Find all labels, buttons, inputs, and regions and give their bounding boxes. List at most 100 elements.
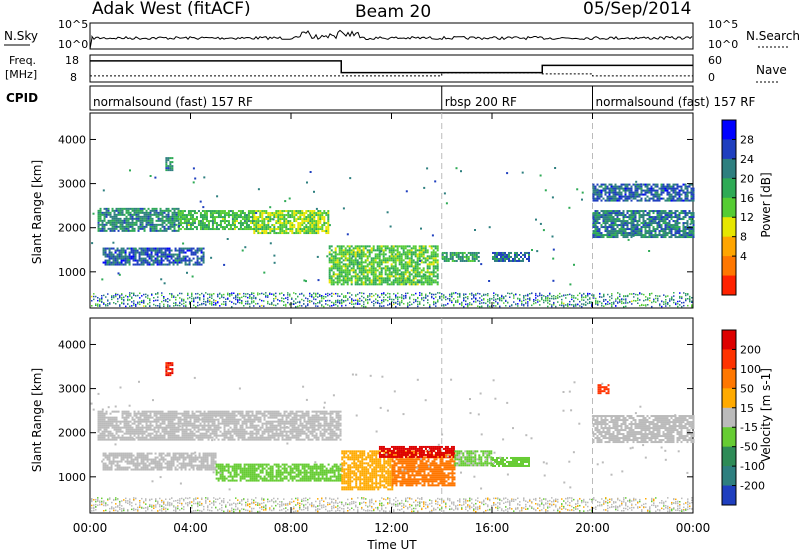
velocity-colorbar-frame: [721, 329, 737, 506]
y-tick-label: 1000: [58, 266, 86, 279]
velocity-colorbar-swatch: [722, 330, 736, 350]
power-colorbar-tick-label: 28: [740, 133, 754, 146]
power-colorbar-frame: [721, 119, 737, 296]
data-region: [597, 384, 610, 395]
velocity-colorbar-tick-label: -15: [740, 421, 758, 434]
freq-strip: Freq. [MHz] 18 8 60 0 Nave: [5, 54, 787, 84]
velocity-colorbar-tick-label: 100: [740, 363, 761, 376]
velocity-colorbar-swatch: [722, 388, 736, 409]
nsearch-label: N.Search: [746, 29, 800, 43]
power-colorbar-tick-label: 24: [740, 153, 754, 166]
data-region: [102, 452, 217, 471]
velocity-colorbar-label: Velocity [m s-1]: [759, 368, 773, 462]
power-colorbar-tick-label: 4: [740, 250, 747, 263]
data-region: [492, 251, 530, 262]
beam-title: Beam 20: [355, 2, 431, 22]
power-colorbar-swatch: [722, 217, 736, 238]
power-colorbar-swatch: [722, 236, 736, 257]
data-region: [592, 415, 695, 444]
y-tick-label: 4000: [58, 133, 86, 146]
y-tick-label: 3000: [58, 383, 86, 396]
power-colorbar-swatch: [722, 120, 736, 140]
data-region: [492, 456, 530, 467]
y-tick-label: 2000: [58, 427, 86, 440]
velocity-panel: 4000 3000 2000 1000 Slant Range [km] 200 100…: [30, 317, 773, 514]
velocity-colorbar-swatch: [722, 446, 736, 467]
x-tick-label: 08:00: [274, 521, 309, 535]
y-tick-label: 4000: [58, 338, 86, 351]
power-colorbar-swatch: [722, 197, 736, 218]
velocity-colorbar-tick-label: -50: [740, 441, 758, 454]
x-tick-label: 04:00: [173, 521, 208, 535]
x-tick-label: 00:00: [73, 521, 108, 535]
data-region: [253, 210, 330, 235]
power-colorbar-swatch: [722, 158, 736, 179]
cpid-strip: CPID normalsound (fast) 157 RF rbsp 200 R…: [6, 85, 756, 111]
data-region: [441, 251, 480, 262]
power-colorbar-label: Power [dB]: [759, 172, 773, 237]
sky-noise-trace: [89, 29, 693, 50]
freq-tick-bottom: 8: [70, 71, 77, 84]
velocity-colorbar-swatch: [722, 466, 736, 487]
nave-tick-top: 60: [708, 54, 722, 67]
data-region: [97, 410, 342, 441]
power-colorbar-swatch: [722, 275, 736, 296]
data-region: [454, 450, 493, 467]
data-region: [102, 247, 205, 266]
nave-label: Nave: [756, 63, 787, 77]
x-axis: 00:00 04:00 08:00 12:00 16:00 20:00 00:00: [73, 113, 711, 535]
power-colorbar-swatch: [722, 256, 736, 277]
date-title: 05/Sep/2014: [583, 0, 691, 19]
cpid-segment-label: rbsp 200 RF: [445, 95, 517, 109]
nsky-label: N.Sky: [4, 29, 38, 43]
nave-tick-bottom: 0: [708, 71, 715, 84]
x-tick-label: 12:00: [374, 521, 409, 535]
nsky-tick-top: 10^5: [58, 18, 88, 31]
velocity-ylabel: Slant Range [km]: [30, 368, 44, 472]
sky-strip: N.Sky 10^5 10^0 10^5 10^0 N.Search: [4, 18, 800, 51]
velocity-colorbar-swatch: [722, 368, 736, 389]
velocity-colorbar-swatch: [722, 407, 736, 428]
data-region: [97, 207, 180, 232]
data-region: [378, 445, 455, 458]
near-range-speckle: [90, 373, 693, 513]
velocity-colorbar-swatch: [722, 349, 736, 370]
y-tick-label: 2000: [58, 222, 86, 235]
nave-trace: [90, 72, 693, 77]
freq-unit-label: [MHz]: [5, 68, 37, 81]
power-colorbar-tick-label: 8: [740, 231, 747, 244]
velocity-colorbar-tick-label: 200: [740, 343, 761, 356]
station-title: Adak West (fitACF): [92, 0, 251, 19]
data-region: [165, 157, 174, 172]
power-colorbar-tick-label: 20: [740, 172, 754, 185]
cpid-label: CPID: [6, 91, 38, 105]
velocity-colorbar-swatch: [722, 485, 736, 506]
x-axis-label: Time UT: [366, 538, 417, 552]
x-tick-label: 20:00: [575, 521, 610, 535]
nsky-tick-bottom: 10^0: [58, 38, 88, 51]
cpid-segment-label: normalsound (fast) 157 RF: [93, 95, 253, 109]
cpid-segment-label: normalsound (fast) 157 RF: [596, 95, 756, 109]
near-range-speckle: [91, 167, 693, 308]
x-tick-label: 16:00: [475, 521, 510, 535]
power-colorbar-swatch: [722, 178, 736, 199]
velocity-colorbar-tick-label: -200: [740, 480, 765, 493]
y-tick-label: 3000: [58, 178, 86, 191]
nsearch-tick-top: 10^5: [708, 18, 738, 31]
nsearch-tick-bottom: 10^0: [708, 38, 738, 51]
freq-trace: [90, 60, 693, 74]
power-colorbar-tick-label: 16: [740, 192, 754, 205]
velocity-colorbar-swatch: [722, 427, 736, 448]
data-region: [328, 245, 439, 286]
velocity-colorbar-tick-label: 15: [740, 402, 754, 415]
data-region: [592, 210, 695, 239]
x-tick-label: 00:00: [676, 521, 711, 535]
data-region: [165, 362, 174, 377]
freq-label: Freq.: [9, 54, 36, 67]
power-ylabel: Slant Range [km]: [30, 160, 44, 264]
velocity-colorbar-tick-label: -100: [740, 460, 765, 473]
freq-tick-top: 18: [65, 54, 79, 67]
power-panel: 4000 3000 2000 1000 Slant Range [km] 28 24 20…: [30, 112, 773, 309]
data-region: [177, 210, 254, 231]
